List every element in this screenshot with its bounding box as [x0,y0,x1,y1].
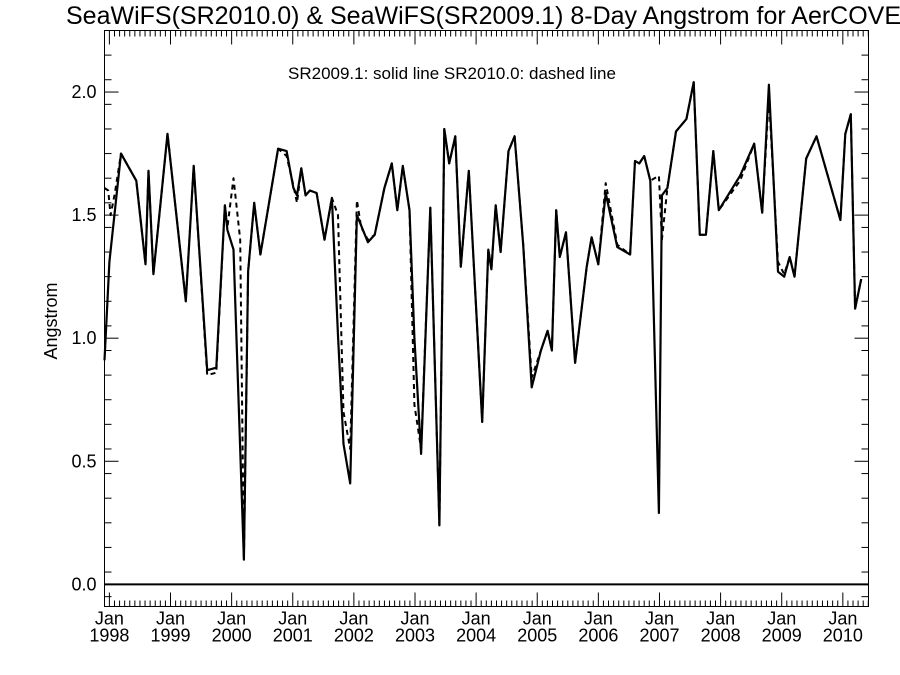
x-tick-label-year: 2009 [762,626,802,646]
x-tick-label-year: 2007 [639,626,679,646]
x-tick-label-month: Jan [217,609,246,629]
x-tick-label-year: 2001 [273,626,313,646]
series-lines [103,81,863,561]
x-tick-label-year: 2000 [212,626,252,646]
series-line-sr2009-1 [103,81,863,561]
x-tick-label-month: Jan [95,609,124,629]
y-axis-label: Angstrom [41,282,61,359]
x-tick-label-month: Jan [523,609,552,629]
x-tick-label-month: Jan [584,609,613,629]
x-tick-label-month: Jan [400,609,429,629]
y-tick-label: 0.0 [71,574,96,594]
x-tick-label-month: Jan [828,609,857,629]
x-tick-label-year: 1998 [89,626,129,646]
chart-title: SeaWiFS(SR2010.0) & SeaWiFS(SR2009.1) 8-… [66,2,900,30]
x-tick-label-month: Jan [767,609,796,629]
x-tick-label-month: Jan [339,609,368,629]
series-annotation: SR2009.1: solid line SR2010.0: dashed li… [288,64,616,83]
x-tick-label-year: 2003 [395,626,435,646]
x-tick-label-month: Jan [645,609,674,629]
x-tick-label-year: 2005 [517,626,557,646]
x-tick-label-month: Jan [462,609,491,629]
x-tick-label-year: 2010 [823,626,863,646]
axes: 0.00.51.01.52.0Jan1998Jan1999Jan2000Jan2… [71,30,869,646]
x-tick-label-year: 1999 [150,626,190,646]
y-tick-label: 2.0 [71,82,96,102]
y-tick-label: 1.5 [71,205,96,225]
x-tick-label-year: 2004 [456,626,496,646]
x-tick-label-month: Jan [278,609,307,629]
y-tick-label: 0.5 [71,451,96,471]
x-tick-label-year: 2006 [578,626,618,646]
x-tick-label-month: Jan [156,609,185,629]
x-tick-label-month: Jan [706,609,735,629]
y-tick-label: 1.0 [71,328,96,348]
x-tick-label-year: 2008 [701,626,741,646]
x-tick-label-year: 2002 [334,626,374,646]
